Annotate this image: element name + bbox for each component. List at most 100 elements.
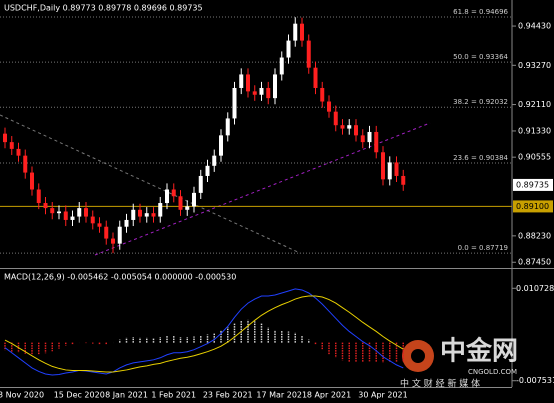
watermark: 中金网 CNGOLD.COM 中 文 财 经 新 媒 体	[400, 336, 518, 390]
candle-body	[144, 213, 149, 217]
candle-body	[313, 67, 318, 88]
candle-body	[178, 196, 183, 210]
candle-body	[9, 142, 14, 149]
y-tick-label: 0.88230	[518, 231, 551, 240]
candle-body	[219, 135, 223, 156]
x-tick-label: 23 Feb 2021	[203, 391, 253, 400]
candle-body	[306, 40, 311, 68]
candle-body	[77, 208, 82, 217]
logo-icon	[411, 349, 425, 363]
y-tick-label: 0.92110	[518, 100, 551, 109]
candle-body	[259, 87, 264, 95]
candle-body	[30, 172, 34, 190]
candle-body	[124, 219, 129, 227]
candle-body	[138, 209, 142, 217]
x-tick-label: 17 Mar 2021	[256, 391, 307, 400]
candle-body	[97, 223, 102, 227]
watermark-slogan: 中 文 财 经 新 媒 体	[400, 378, 480, 390]
candle-body	[239, 74, 244, 88]
candle-body	[367, 131, 372, 143]
candle-body	[246, 74, 250, 92]
trend-line	[94, 122, 431, 256]
y-tick-label: 0.91330	[518, 126, 551, 135]
candle-body	[57, 211, 61, 214]
y-tick-label: 0.87450	[518, 258, 551, 267]
candle-body	[273, 74, 277, 99]
candle-body	[300, 23, 304, 41]
y-tick-label: 0.010728	[516, 284, 554, 293]
candle-body	[158, 203, 163, 217]
candle-body	[16, 148, 21, 156]
x-tick-label: 8 Apr 2021	[307, 391, 351, 400]
candle-body	[192, 192, 196, 207]
candle-body	[70, 216, 75, 220]
candle-body	[279, 57, 284, 75]
y-tick-label: 0.94430	[518, 22, 551, 31]
candle-body	[225, 118, 230, 136]
candle-body	[50, 208, 55, 214]
candle-body	[293, 23, 298, 41]
candle-body	[90, 216, 95, 224]
candle-body	[401, 175, 406, 185]
price-tag	[513, 178, 553, 191]
candle-body	[327, 101, 331, 112]
price-tag-label: 0.89735	[516, 180, 549, 189]
candle-body	[212, 155, 217, 166]
x-tick-label: 30 Apr 2021	[358, 391, 407, 400]
candle-body	[266, 87, 271, 99]
x-tick-label: 1 Feb 2021	[151, 391, 196, 400]
candle-body	[84, 208, 88, 217]
candle-body	[23, 155, 28, 173]
candle-body	[117, 226, 122, 244]
candle-body	[185, 206, 190, 210]
candle-body	[340, 125, 345, 129]
candle-body	[63, 211, 68, 220]
candle-body	[198, 175, 203, 193]
layout	[0, 0, 554, 388]
candle-body	[381, 152, 385, 180]
candle-body	[104, 226, 109, 239]
fib-label: 23.6 = 0.90384	[453, 154, 508, 162]
fib-label: 0.0 = 0.87719	[458, 244, 508, 252]
candle-body	[347, 125, 352, 129]
candle-body	[394, 162, 399, 176]
candle-body	[232, 87, 237, 119]
price-tag	[513, 200, 553, 213]
y-tick-label: 0.93270	[518, 61, 551, 70]
indicator-title: MACD(12,26,9) -0.005462 -0.005054 0.0000…	[4, 273, 236, 282]
candle-body	[111, 238, 115, 244]
candle-body	[354, 125, 358, 136]
candle-body	[43, 203, 48, 209]
fib-label: 61.8 = 0.94696	[453, 8, 508, 16]
x-tick-label: 8 Jan 2021	[105, 391, 148, 400]
candle-body	[3, 133, 7, 143]
candle-body	[333, 111, 338, 126]
candle-body	[131, 209, 136, 220]
watermark-logo: 中金网	[440, 336, 518, 367]
fib-label: 50.0 = 0.93364	[453, 53, 508, 61]
chart-title: USDCHF,Daily 0.89773 0.89778 0.89696 0.8…	[4, 4, 203, 13]
candle-body	[36, 189, 41, 204]
watermark-site: CNGOLD.COM	[468, 368, 517, 376]
candle-body	[320, 87, 325, 102]
candle-body	[374, 131, 379, 153]
candle-body	[387, 162, 392, 180]
candle-body	[252, 91, 257, 95]
y-tick-label: 0.90555	[518, 153, 551, 162]
candle-body	[286, 40, 291, 58]
candle-body	[165, 189, 169, 204]
price-tag-label: 0.89100	[516, 202, 549, 211]
x-tick-label: 23 Nov 2020	[0, 391, 44, 400]
fib-label: 38.2 = 0.92032	[453, 98, 508, 106]
trend-line	[0, 114, 301, 254]
macd-line	[4, 288, 404, 376]
candle-body	[171, 189, 176, 197]
y-tick-label: -0.007531	[516, 376, 554, 385]
candle-body	[151, 213, 156, 217]
candle-body	[205, 165, 210, 176]
macd-line	[4, 295, 404, 373]
x-tick-label: 15 Dec 2020	[54, 391, 105, 400]
